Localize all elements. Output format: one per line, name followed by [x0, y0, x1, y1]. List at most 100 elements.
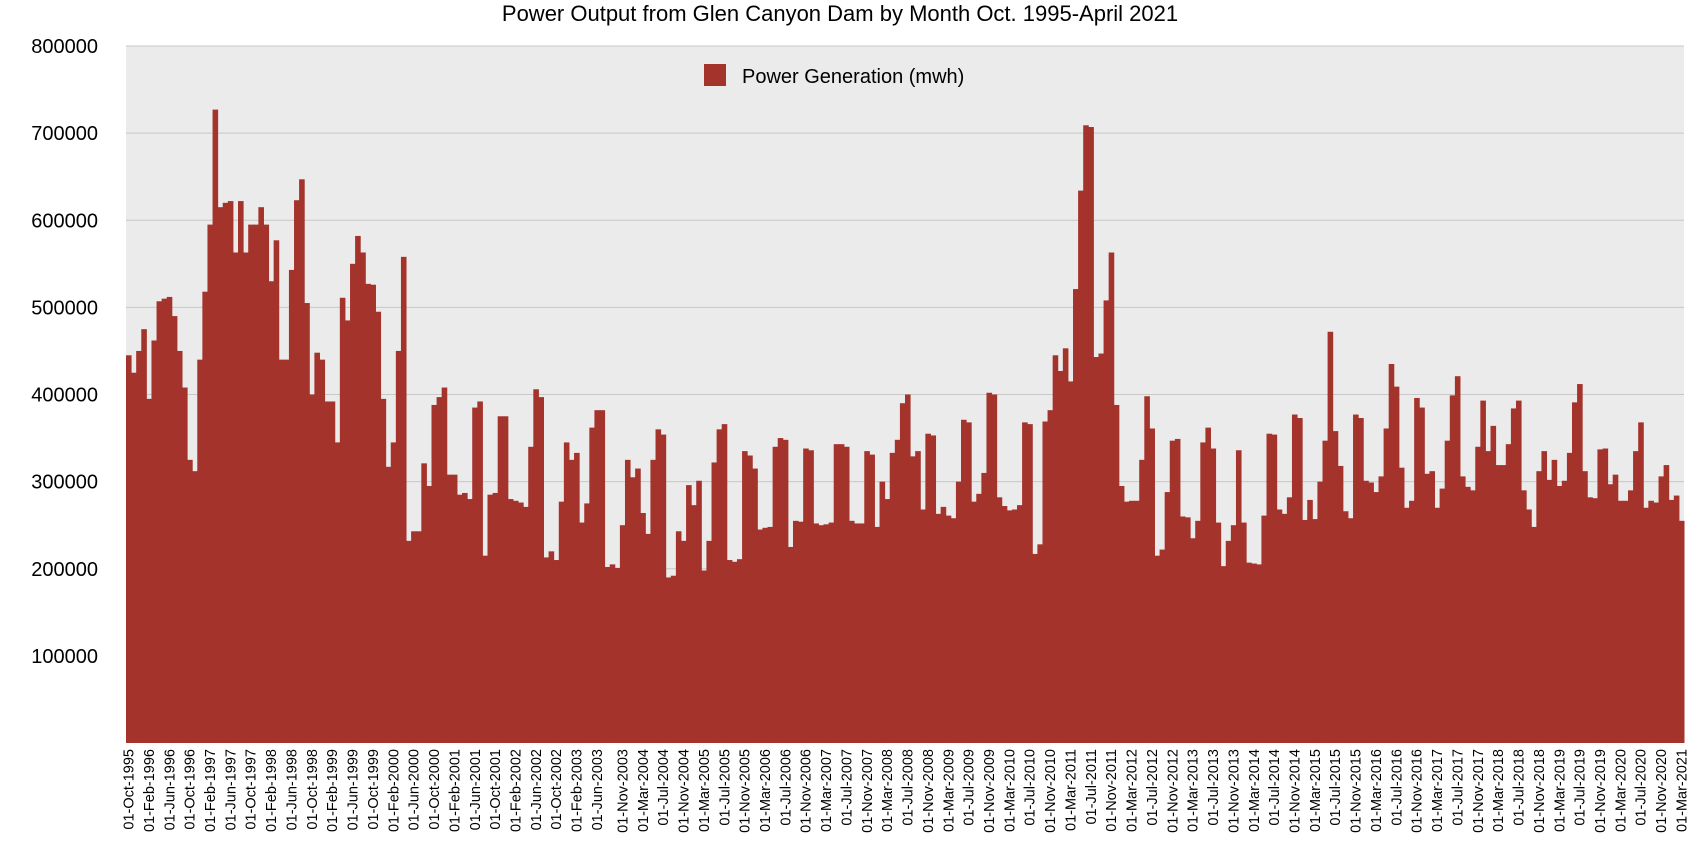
- bar: [390, 442, 397, 743]
- bar: [884, 499, 891, 743]
- bar: [1373, 492, 1380, 743]
- bar: [446, 474, 453, 743]
- x-tick-label: 01-Jun-1999: [346, 749, 362, 830]
- bar: [869, 454, 875, 743]
- bar: [273, 240, 280, 744]
- bar: [568, 459, 575, 743]
- x-tick-label: 01-Nov-2007: [860, 749, 876, 833]
- bar: [1602, 448, 1609, 743]
- bar: [329, 401, 336, 743]
- x-tick-label: 01-Oct-1996: [183, 749, 199, 830]
- bar: [207, 224, 214, 744]
- bar: [950, 518, 957, 743]
- bar-series-power-generation: [126, 109, 1685, 744]
- bar: [467, 499, 473, 743]
- bar: [1347, 518, 1354, 743]
- bar: [487, 494, 494, 743]
- bar: [630, 477, 636, 743]
- bar: [599, 410, 606, 743]
- x-tick-label: 01-Jul-2016: [1389, 749, 1405, 826]
- bar: [1678, 520, 1685, 743]
- bar: [1327, 331, 1334, 743]
- bar: [1638, 422, 1644, 743]
- x-tick-label: 01-Jul-2015: [1328, 749, 1344, 826]
- bar: [1571, 402, 1578, 743]
- bar: [1281, 513, 1288, 743]
- bar: [1017, 505, 1023, 743]
- bar: [905, 394, 911, 743]
- x-tick-label: 01-Nov-2004: [677, 749, 693, 833]
- bar: [1444, 440, 1451, 743]
- bar: [441, 387, 448, 743]
- bar: [314, 352, 320, 743]
- bar: [1022, 422, 1028, 743]
- bar: [1577, 384, 1583, 743]
- bar: [1261, 515, 1267, 743]
- bar: [874, 526, 881, 743]
- x-tick-label: 01-Oct-1997: [244, 749, 260, 830]
- x-tick-label: 01-Feb-2000: [386, 749, 402, 832]
- y-tick-label: 300000: [31, 472, 98, 494]
- bar: [1108, 252, 1115, 744]
- bar: [1118, 485, 1125, 743]
- bar: [350, 263, 356, 743]
- x-tick-label: 01-Mar-2017: [1430, 749, 1446, 832]
- bar: [1342, 511, 1349, 743]
- bar: [507, 499, 514, 743]
- bar: [1317, 481, 1323, 744]
- bar: [1139, 459, 1145, 743]
- bar: [1179, 516, 1186, 743]
- bar: [482, 555, 488, 743]
- bar: [395, 350, 402, 743]
- bar: [910, 456, 916, 743]
- x-tick-label: 01-Feb-2001: [447, 749, 463, 832]
- bar: [1673, 495, 1680, 743]
- bar: [1521, 490, 1527, 743]
- bar: [1266, 433, 1273, 743]
- bar: [553, 560, 560, 743]
- x-tick-label: 01-Mar-2013: [1186, 749, 1202, 832]
- bar: [126, 355, 132, 743]
- x-tick-label: 01-Jun-1998: [284, 749, 300, 830]
- bar: [721, 424, 728, 743]
- bar: [492, 492, 499, 743]
- bar: [996, 497, 1003, 743]
- x-tick-label: 01-Mar-2018: [1491, 749, 1507, 832]
- bar: [227, 201, 234, 743]
- y-tick-label: 100000: [31, 646, 98, 668]
- bar: [1241, 522, 1247, 743]
- x-tick-label: 01-Jul-2009: [962, 749, 978, 826]
- bar: [1256, 564, 1262, 743]
- x-tick-label: 01-Nov-2018: [1532, 749, 1548, 833]
- bar: [1271, 434, 1278, 743]
- x-tick-label: 01-Mar-2012: [1125, 749, 1141, 832]
- bar: [283, 359, 290, 743]
- bar: [1129, 500, 1135, 743]
- bar: [1627, 490, 1634, 743]
- bar: [1388, 364, 1395, 743]
- bar: [1230, 525, 1237, 743]
- x-tick-label: 01-Mar-2014: [1247, 749, 1263, 832]
- bar: [645, 533, 651, 743]
- bar: [538, 397, 544, 743]
- bar: [619, 525, 626, 743]
- bar: [747, 455, 753, 743]
- x-tick-label: 01-Jul-2018: [1512, 749, 1528, 826]
- bar: [1429, 471, 1436, 743]
- bar: [1403, 507, 1410, 743]
- bar: [1302, 519, 1308, 743]
- bar: [1006, 510, 1013, 743]
- bar: [1561, 480, 1568, 743]
- x-tick-label: 01-Mar-2011: [1063, 749, 1079, 831]
- bar: [212, 109, 219, 744]
- bar: [1648, 500, 1654, 743]
- bar: [497, 416, 504, 743]
- bar: [1001, 506, 1008, 743]
- bar: [543, 557, 550, 743]
- bar: [1551, 459, 1558, 743]
- y-axis-tick-labels: 100000 200000 300000 400000 500000 600000 7000…: [31, 36, 98, 668]
- bar: [512, 500, 519, 743]
- bar: [187, 459, 193, 743]
- bar: [589, 427, 595, 743]
- bar: [548, 551, 555, 743]
